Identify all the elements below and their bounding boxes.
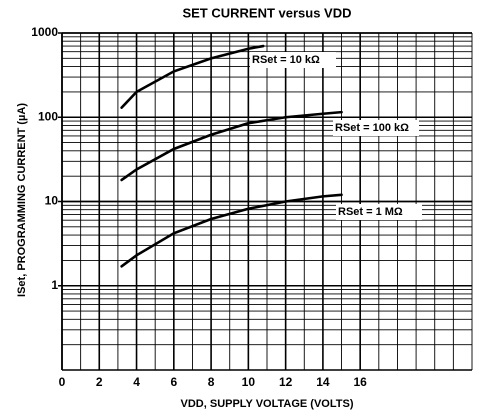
x-tick-label: 0: [59, 375, 66, 389]
x-tick-label: 10: [242, 375, 256, 389]
series-label: RSet = 10 kΩ: [252, 54, 320, 66]
x-tick-label: 14: [316, 375, 330, 389]
x-tick-label: 6: [170, 375, 177, 389]
series-line: [120, 110, 343, 182]
x-axis-label: VDD, SUPPLY VOLTAGE (VOLTS): [181, 398, 354, 410]
chart-title: SET CURRENT versus VDD: [182, 5, 351, 20]
series-line: [120, 44, 265, 109]
y-tick-label: 1000: [31, 25, 58, 39]
label-bg: [336, 204, 422, 220]
y-tick-label: 100: [38, 109, 58, 123]
x-tick-label: 4: [133, 375, 140, 389]
y-tick-label: 1: [51, 278, 58, 292]
label-bg: [250, 52, 336, 68]
y-tick-label: 10: [45, 194, 59, 208]
x-tick-label: 12: [279, 375, 293, 389]
x-tick-label: 16: [354, 375, 368, 389]
x-tick-label: 2: [96, 375, 103, 389]
series-line: [120, 193, 343, 268]
x-tick-label: 8: [208, 375, 215, 389]
label-bg: [333, 120, 419, 136]
series-label: RSet = 100 kΩ: [335, 122, 409, 134]
series-label: RSet = 1 MΩ: [338, 206, 403, 218]
y-axis-label: ISet, PROGRAMMING CURRENT (µA): [16, 103, 28, 297]
